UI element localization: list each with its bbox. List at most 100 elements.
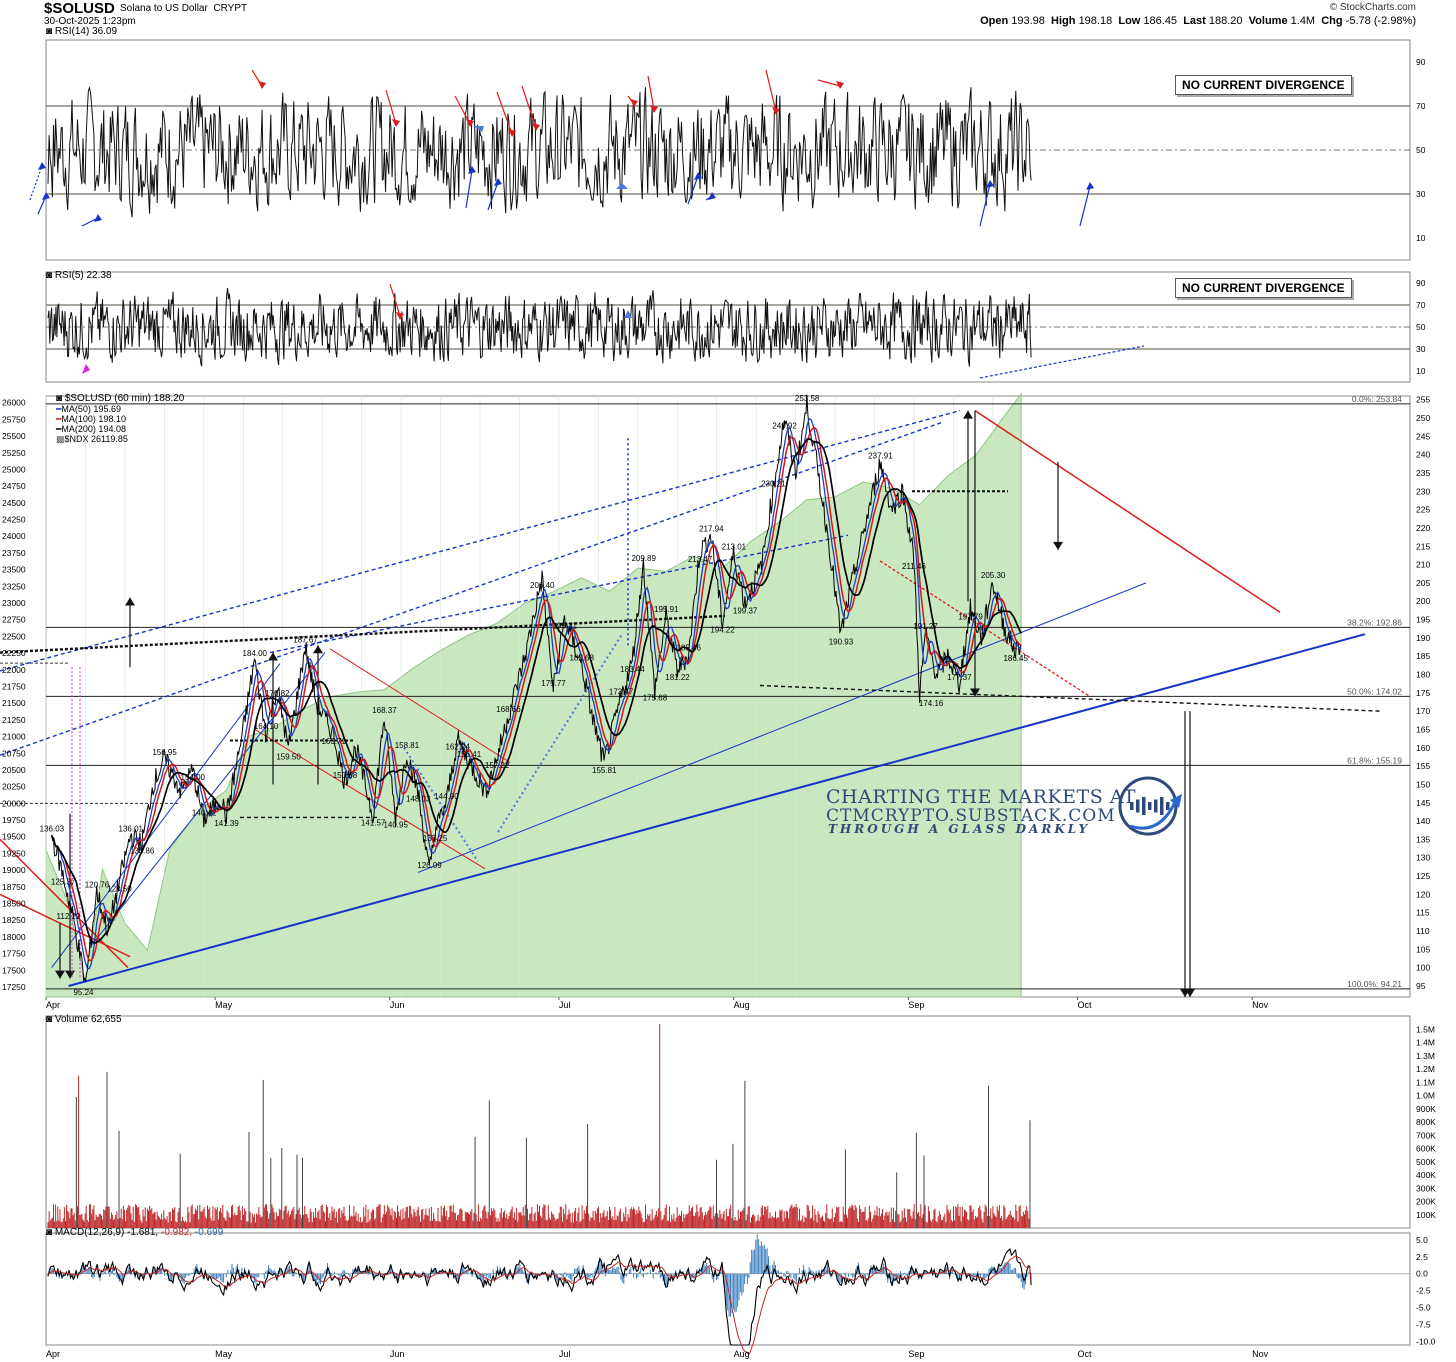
price-label: 213.01 (722, 543, 747, 552)
price-series (50, 394, 1022, 984)
legend-ma50: ━MA(50) 195.69 (56, 404, 121, 414)
fib-label: 100.0%: 94.21 (1347, 979, 1402, 989)
price-label: 205.30 (981, 571, 1006, 580)
price-label: 173.47 (609, 687, 634, 696)
rsi5-tick-label: 10 (1416, 366, 1426, 376)
price-axis-label: 170 (1416, 706, 1430, 716)
ndx-axis-label: 19250 (2, 848, 26, 858)
rsi5-tick-label: 50 (1416, 322, 1426, 332)
ndx-axis-label: 21750 (2, 681, 26, 691)
target-arrow-icon (1185, 989, 1195, 997)
early-red-line (0, 893, 131, 958)
ndx-axis-label: 19000 (2, 865, 26, 875)
blue-arrow-icon (494, 178, 502, 186)
trend-lines (0, 126, 1381, 997)
rsi-divergence-line (687, 175, 699, 205)
price-axis-label: 110 (1416, 926, 1430, 936)
macd-axis-label: -2.5 (1416, 1286, 1431, 1296)
price-label: 112.22 (57, 912, 81, 921)
blue-arrow-icon (708, 192, 716, 200)
ndx-axis-label: 21500 (2, 698, 26, 708)
price-axis-label: 200 (1416, 596, 1430, 606)
price-axis-label: 135 (1416, 834, 1430, 844)
month-label-price: Jun (390, 1000, 405, 1010)
ndx-axis-label: 23000 (2, 598, 26, 608)
macd-axis-label: -10.0 (1416, 1337, 1436, 1347)
ndx-axis-label: 25000 (2, 464, 26, 474)
price-label: 190.93 (829, 637, 854, 646)
rsi5-panel: 90 70 50 30 10 (46, 278, 1426, 379)
ma-legend: ━MA(50) 195.69 ━MA(100) 198.10 ━MA(200) … (56, 404, 128, 444)
legend-ma200: ━MA(200) 194.08 (56, 424, 126, 434)
rsi14-panel: 90 70 50 30 10 (29, 57, 1426, 243)
price-label: 157.22 (485, 761, 510, 770)
price-label: 140.95 (383, 821, 408, 830)
price-label: 249.92 (772, 421, 797, 430)
price-label: 185.46 (677, 644, 702, 653)
price-label: 191.27 (913, 622, 938, 631)
red-arrow-icon (392, 119, 400, 127)
macd-axis-label: 5.0 (1416, 1235, 1428, 1245)
price-label: 123.50 (107, 885, 132, 894)
rsi-divergence-line (647, 75, 655, 111)
price-label: 211.46 (902, 562, 926, 571)
red-arrow-icon (466, 119, 474, 127)
price-label: 156.95 (152, 748, 177, 757)
ndx-axis-label: 18500 (2, 899, 26, 909)
red-arrow-icon (508, 129, 516, 137)
resistance-trendline (974, 410, 1281, 613)
month-label-price: Oct (1077, 1000, 1092, 1010)
ndx-axis-label: 23750 (2, 548, 26, 558)
rsi5-tick-label: 30 (1416, 344, 1426, 354)
rsi5-tick-label: 90 (1416, 278, 1426, 288)
rsi5-trend-line (979, 345, 1145, 379)
macd-label: ◙ MACD(12,26,9) -1.681, -0.982, -0.699 (46, 1227, 224, 1238)
logo-candle (1136, 799, 1140, 813)
rsi-divergence-line (817, 79, 841, 87)
price-label: 206.40 (530, 581, 555, 590)
price-label: 186.45 (1003, 654, 1028, 663)
logo-candle (1166, 802, 1170, 810)
price-label: 136.01 (119, 825, 144, 834)
fib-label: 50.0%: 174.02 (1347, 686, 1402, 696)
logo-candle (1130, 802, 1134, 810)
early-channel-line-2 (90, 652, 326, 947)
price-axis-label: 120 (1416, 889, 1430, 899)
macd-axis-label: -7.5 (1416, 1320, 1431, 1330)
target-arrow-icon (268, 652, 278, 661)
rsi-divergence-line (389, 283, 401, 317)
price-panel-label: ◙ $SOLUSD (60 min) 188.20 (56, 393, 185, 404)
red-arrow-icon (396, 312, 404, 320)
substack-logo-icon (1118, 776, 1182, 836)
ndx-axis-label: 21250 (2, 715, 26, 725)
price-axis-label: 100 (1416, 963, 1430, 973)
price-axis-label: 175 (1416, 688, 1430, 698)
price-axis-label: 140 (1416, 816, 1430, 826)
price-label: 187.67 (293, 635, 318, 644)
ndx-axis-label: 24750 (2, 481, 26, 491)
price-axis-label: 255 (1416, 395, 1430, 405)
target-arrow-icon (55, 970, 65, 979)
channel-line-red (329, 648, 511, 763)
price-label: 158.81 (395, 741, 420, 750)
ma100-line (50, 426, 1022, 962)
price-label: 213.47 (688, 555, 713, 564)
blue-arrow-icon (474, 126, 484, 132)
price-axis-label: 105 (1416, 944, 1430, 954)
ndx-axis-label: 24000 (2, 531, 26, 541)
volume-axis-label: 1.2M (1416, 1064, 1435, 1074)
price-label: 194.22 (710, 625, 735, 634)
ndx-axis-label: 20000 (2, 798, 26, 808)
price-label: 168.37 (372, 706, 397, 715)
price-label: 140.42 (192, 809, 217, 818)
rsi5-divergence-box: NO CURRENT DIVERGENCE (1175, 278, 1352, 298)
macd-axis-label: -5.0 (1416, 1303, 1431, 1313)
price-label: 148.03 (406, 795, 431, 804)
logo-ring (1118, 776, 1178, 836)
fib-label: 38.2%: 192.86 (1347, 617, 1402, 627)
blue-arrow-icon (986, 180, 994, 188)
price-axis-label: 160 (1416, 743, 1430, 753)
volume-axis-label: 100K (1416, 1210, 1436, 1220)
watermark-line2: CTMCRYPTO.SUBSTACK.COM (826, 806, 1116, 826)
price-label: 197.79 (958, 612, 983, 621)
